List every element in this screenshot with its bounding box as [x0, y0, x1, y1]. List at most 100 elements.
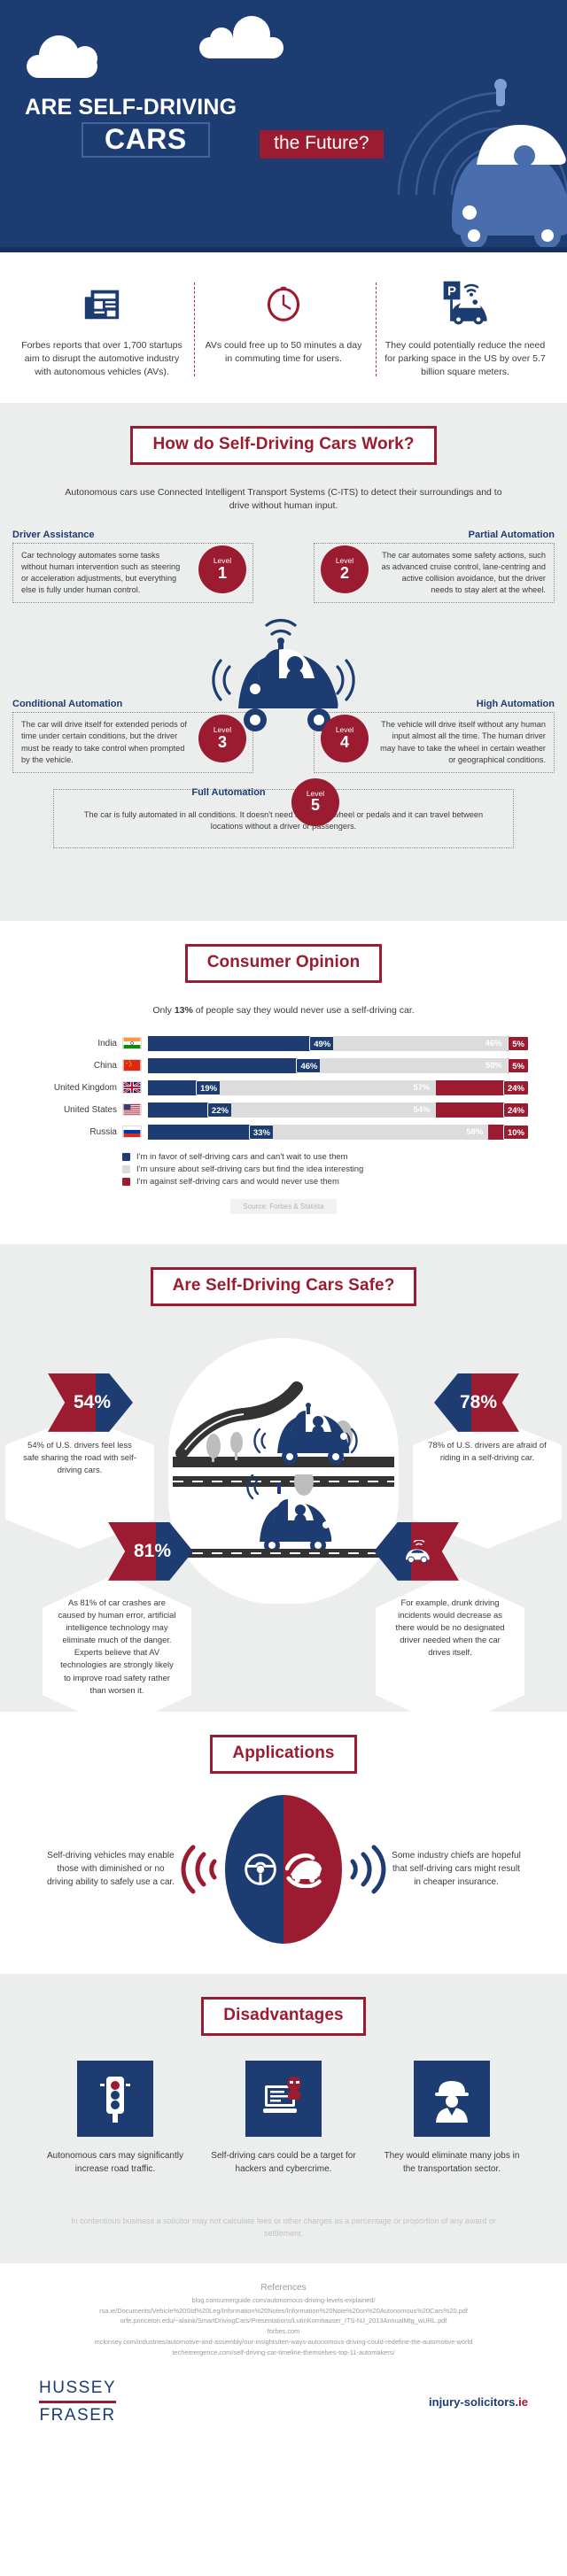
logo-line-2: FRASER: [39, 2405, 116, 2425]
chart-category-label: Russia: [89, 1126, 117, 1137]
reference-link[interactable]: mckinsey.com/industries/automotive-and-a…: [94, 2338, 473, 2347]
chart-legend: I'm in favor of self-driving cars and ca…: [122, 1152, 526, 1187]
fact-text: AVs could free up to 50 minutes a day in…: [205, 340, 362, 365]
chart-value-favor: 46%: [296, 1057, 322, 1073]
level-number: 2: [339, 563, 349, 582]
reference-link[interactable]: forbes.com: [267, 2327, 300, 2336]
chart-category-label: China: [93, 1060, 117, 1071]
chart-source-text: Source: Forbes & Statista: [230, 1198, 337, 1214]
logo-line-1: HUSSEY: [39, 2378, 117, 2397]
opinion-subtitle: Only 13% of people say they would never …: [0, 999, 567, 1018]
chart-category-label: United Kingdom: [53, 1082, 117, 1093]
chart-category-label: United States: [63, 1104, 117, 1115]
legend-label: I'm against self-driving cars and would …: [136, 1176, 339, 1187]
level-3-badge: Level 3: [198, 715, 246, 763]
legend-item-unsure: I'm unsure about self-driving cars but f…: [122, 1164, 526, 1174]
chart-value-against: 5%: [508, 1057, 529, 1073]
chart-segment-against: 5%: [507, 1057, 529, 1073]
hero-car-illustration: [397, 79, 567, 249]
chart-track: 49% 46% 5%: [148, 1035, 529, 1051]
website-main: injury-solicitors.: [429, 2394, 519, 2409]
reference-link[interactable]: rsa.ie/Documents/Vehicle%20Std%20Leg/Inf…: [99, 2306, 468, 2315]
chart-segment-favor: 33%: [148, 1124, 275, 1140]
opinion-section: Consumer Opinion Only 13% of people say …: [0, 921, 567, 1244]
chart-value-unsure: 46%: [481, 1035, 506, 1051]
disadvantage-item: Self-driving cars could be a target for …: [209, 2060, 358, 2176]
flag-russia: [122, 1126, 142, 1139]
chart-segment-against: 5%: [507, 1035, 529, 1051]
chart-segment-unsure: 57%: [220, 1079, 436, 1095]
chart-segment-against: 24%: [435, 1079, 529, 1095]
legend-label: I'm unsure about self-driving cars but f…: [136, 1164, 364, 1174]
fact-item: AVs could free up to 50 minutes a day in…: [194, 279, 373, 380]
safe-heading-banner: Are Self-Driving Cars Safe?: [0, 1244, 567, 1322]
website-link[interactable]: injury-solicitors.ie: [429, 2395, 528, 2409]
stat-arrow-81: 81%: [108, 1521, 193, 1581]
chart-value-against: 24%: [502, 1102, 529, 1118]
chart-segment-favor: 49%: [148, 1035, 336, 1051]
fact-item: P They could potentially reduce: [376, 279, 555, 380]
level-5-badge: Level 5: [291, 777, 339, 826]
stat-arrow-54: 54%: [48, 1373, 133, 1432]
disadvantages-heading-banner: Disadvantages: [0, 1974, 567, 2052]
reference-link[interactable]: blog.consumerguide.com/autonomous-drivin…: [191, 2295, 376, 2304]
opinion-heading-banner: Consumer Opinion: [0, 921, 567, 999]
stat-value-54: 54%: [73, 1391, 112, 1412]
chart-segment-against: 24%: [435, 1102, 529, 1118]
level-2-title: Partial Automation: [468, 530, 555, 541]
level-3-card: Conditional Automation The car will driv…: [12, 699, 253, 773]
level-word: Level: [213, 725, 232, 735]
chart-value-against: 24%: [502, 1079, 529, 1095]
disadvantage-item: Autonomous cars may significantly increa…: [41, 2060, 190, 2176]
level-word: Level: [306, 788, 325, 798]
applications-right-text: Some industry chiefs are hopeful that se…: [392, 1851, 521, 1888]
svg-text:P: P: [447, 284, 456, 299]
chart-value-against: 5%: [508, 1035, 529, 1051]
legend-swatch: [122, 1152, 130, 1161]
safe-heading: Are Self-Driving Cars Safe?: [172, 1275, 395, 1295]
fact-text: Forbes reports that over 1,700 startups …: [21, 340, 183, 378]
hacker-icon: [245, 2060, 322, 2137]
level-5-text: The car is fully automated in all condit…: [53, 788, 514, 849]
chart-source: Source: Forbes & Statista: [41, 1198, 526, 1214]
brand-logo[interactable]: HUSSEY FRASER: [39, 2378, 117, 2426]
applications-section: Applications Self-driving vehicles may e…: [0, 1711, 567, 1974]
how-heading-banner: How do Self-Driving Cars Work?: [0, 403, 567, 481]
cloud-icon: [27, 35, 97, 78]
level-number: 4: [339, 732, 349, 751]
reference-link[interactable]: techemergence.com/self-driving-car-timel…: [172, 2348, 395, 2356]
small-car-icon: [406, 1539, 430, 1563]
level-word: Level: [213, 556, 232, 565]
worker-icon: [414, 2060, 490, 2137]
stat-value-78: 78%: [459, 1391, 498, 1412]
road-car-illustration-top: [173, 1381, 394, 1467]
website-tld: ie: [518, 2394, 528, 2409]
applications-heading: Applications: [232, 1743, 335, 1762]
disclaimer-text: In contentious business a solicitor may …: [71, 2216, 496, 2239]
chart-value-unsure: 58%: [462, 1124, 487, 1140]
legend-item-against: I'm against self-driving cars and would …: [122, 1177, 526, 1187]
hero-line-1: ARE SELF-DRIVING: [25, 95, 237, 120]
disadvantages-list: Autonomous cars may significantly increa…: [0, 2052, 567, 2192]
chart-value-unsure: 54%: [409, 1102, 434, 1118]
level-1-badge: Level 1: [198, 545, 246, 594]
facts-section: Forbes reports that over 1,700 startups …: [0, 252, 567, 403]
disadvantage-text: They would eliminate many jobs in the tr…: [384, 2150, 520, 2174]
signal-waves-left-icon: [181, 1845, 217, 1894]
chart-value-unsure: 50%: [481, 1057, 506, 1073]
chart-value-favor: 19%: [196, 1079, 222, 1095]
level-1-title: Driver Assistance: [12, 530, 95, 541]
level-3-title: Conditional Automation: [12, 699, 123, 710]
stat-text-81: As 81% of car crashes are caused by huma…: [43, 1573, 191, 1729]
safe-backdrop: [168, 1337, 399, 1604]
footer-bottom: HUSSEY FRASER injury-solicitors.ie: [9, 2358, 558, 2426]
applications-heading-banner: Applications: [0, 1712, 567, 1790]
chart-track: 19% 57% 24%: [148, 1079, 529, 1095]
level-1-text: Car technology automates some tasks with…: [12, 543, 253, 604]
safe-stat-drunk-driving: For example, drunk driving incidents wou…: [374, 1521, 524, 1729]
infographic-page: ARE SELF-DRIVING CARS the Future?: [0, 0, 567, 2448]
steering-wheel-icon: [245, 1853, 276, 1885]
reference-link[interactable]: orfe.princeton.edu/~alaink/SmartDrivingC…: [120, 2317, 447, 2325]
chart-segment-unsure: 46%: [333, 1035, 508, 1051]
disadvantages-heading: Disadvantages: [223, 2005, 344, 2024]
